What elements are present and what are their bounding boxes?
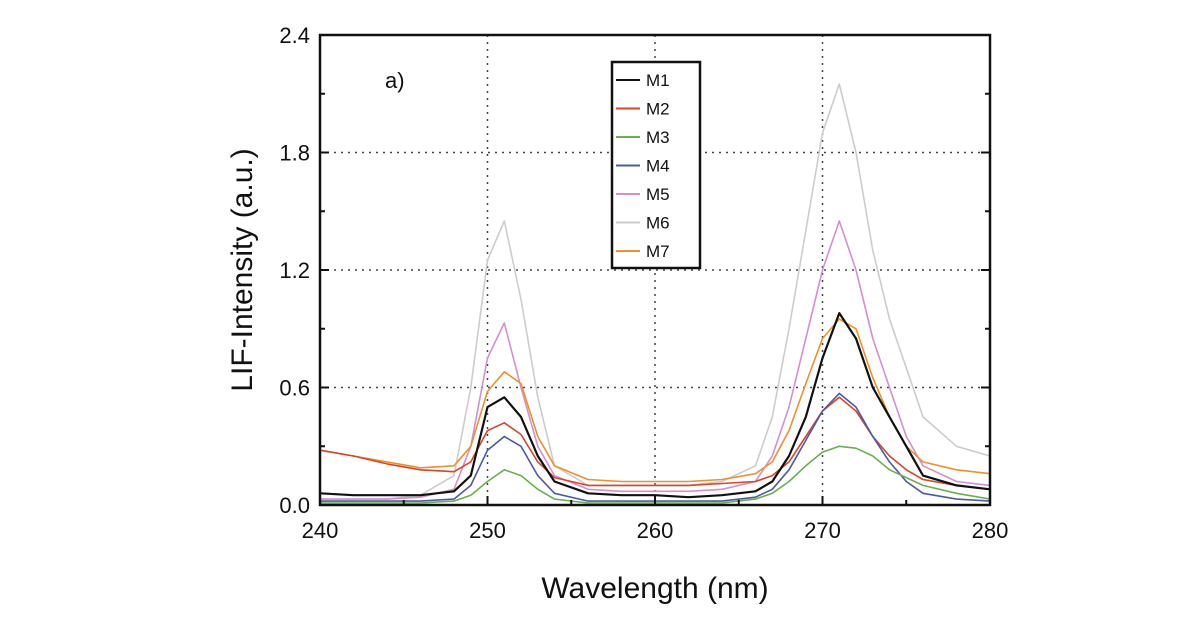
y-axis-label: LIF-Intensity (a.u.) bbox=[226, 148, 259, 391]
x-axis-label: Wavelength (nm) bbox=[541, 572, 768, 605]
x-tick-label: 240 bbox=[302, 518, 339, 543]
series-line-m3 bbox=[320, 445, 991, 504]
legend-label-m2: M2 bbox=[646, 100, 670, 119]
series-line-m7 bbox=[319, 318, 991, 483]
y-tick-label: 2.4 bbox=[279, 23, 310, 48]
y-tick-label: 0.6 bbox=[279, 376, 310, 401]
legend-label-m1: M1 bbox=[646, 71, 670, 90]
legend-label-m7: M7 bbox=[646, 242, 670, 261]
panel-label: a) bbox=[385, 68, 405, 93]
x-tick-label: 280 bbox=[972, 518, 1009, 543]
series-line-m1 bbox=[319, 312, 991, 499]
y-tick-label: 1.8 bbox=[279, 141, 310, 166]
x-tick-label: 270 bbox=[804, 518, 841, 543]
series-line-m2 bbox=[319, 396, 991, 491]
series-lines bbox=[319, 83, 991, 504]
x-tick-label: 250 bbox=[469, 518, 506, 543]
y-tick-label: 1.2 bbox=[279, 258, 310, 283]
y-tick-label: 0.0 bbox=[279, 493, 310, 518]
series-line-m4 bbox=[320, 392, 991, 502]
legend: M1 M2 M3 M4 M5 M6 M7 bbox=[610, 60, 702, 270]
legend-label-m3: M3 bbox=[646, 128, 670, 147]
ticks: 240 250 260 270 280 0.0 0.6 1.2 1.8 2.4 bbox=[279, 23, 1008, 543]
legend-label-m5: M5 bbox=[646, 185, 670, 204]
x-tick-label: 260 bbox=[637, 518, 674, 543]
legend-label-m4: M4 bbox=[646, 157, 670, 176]
legend-label-m6: M6 bbox=[646, 214, 670, 233]
series-line-m5 bbox=[320, 220, 991, 500]
